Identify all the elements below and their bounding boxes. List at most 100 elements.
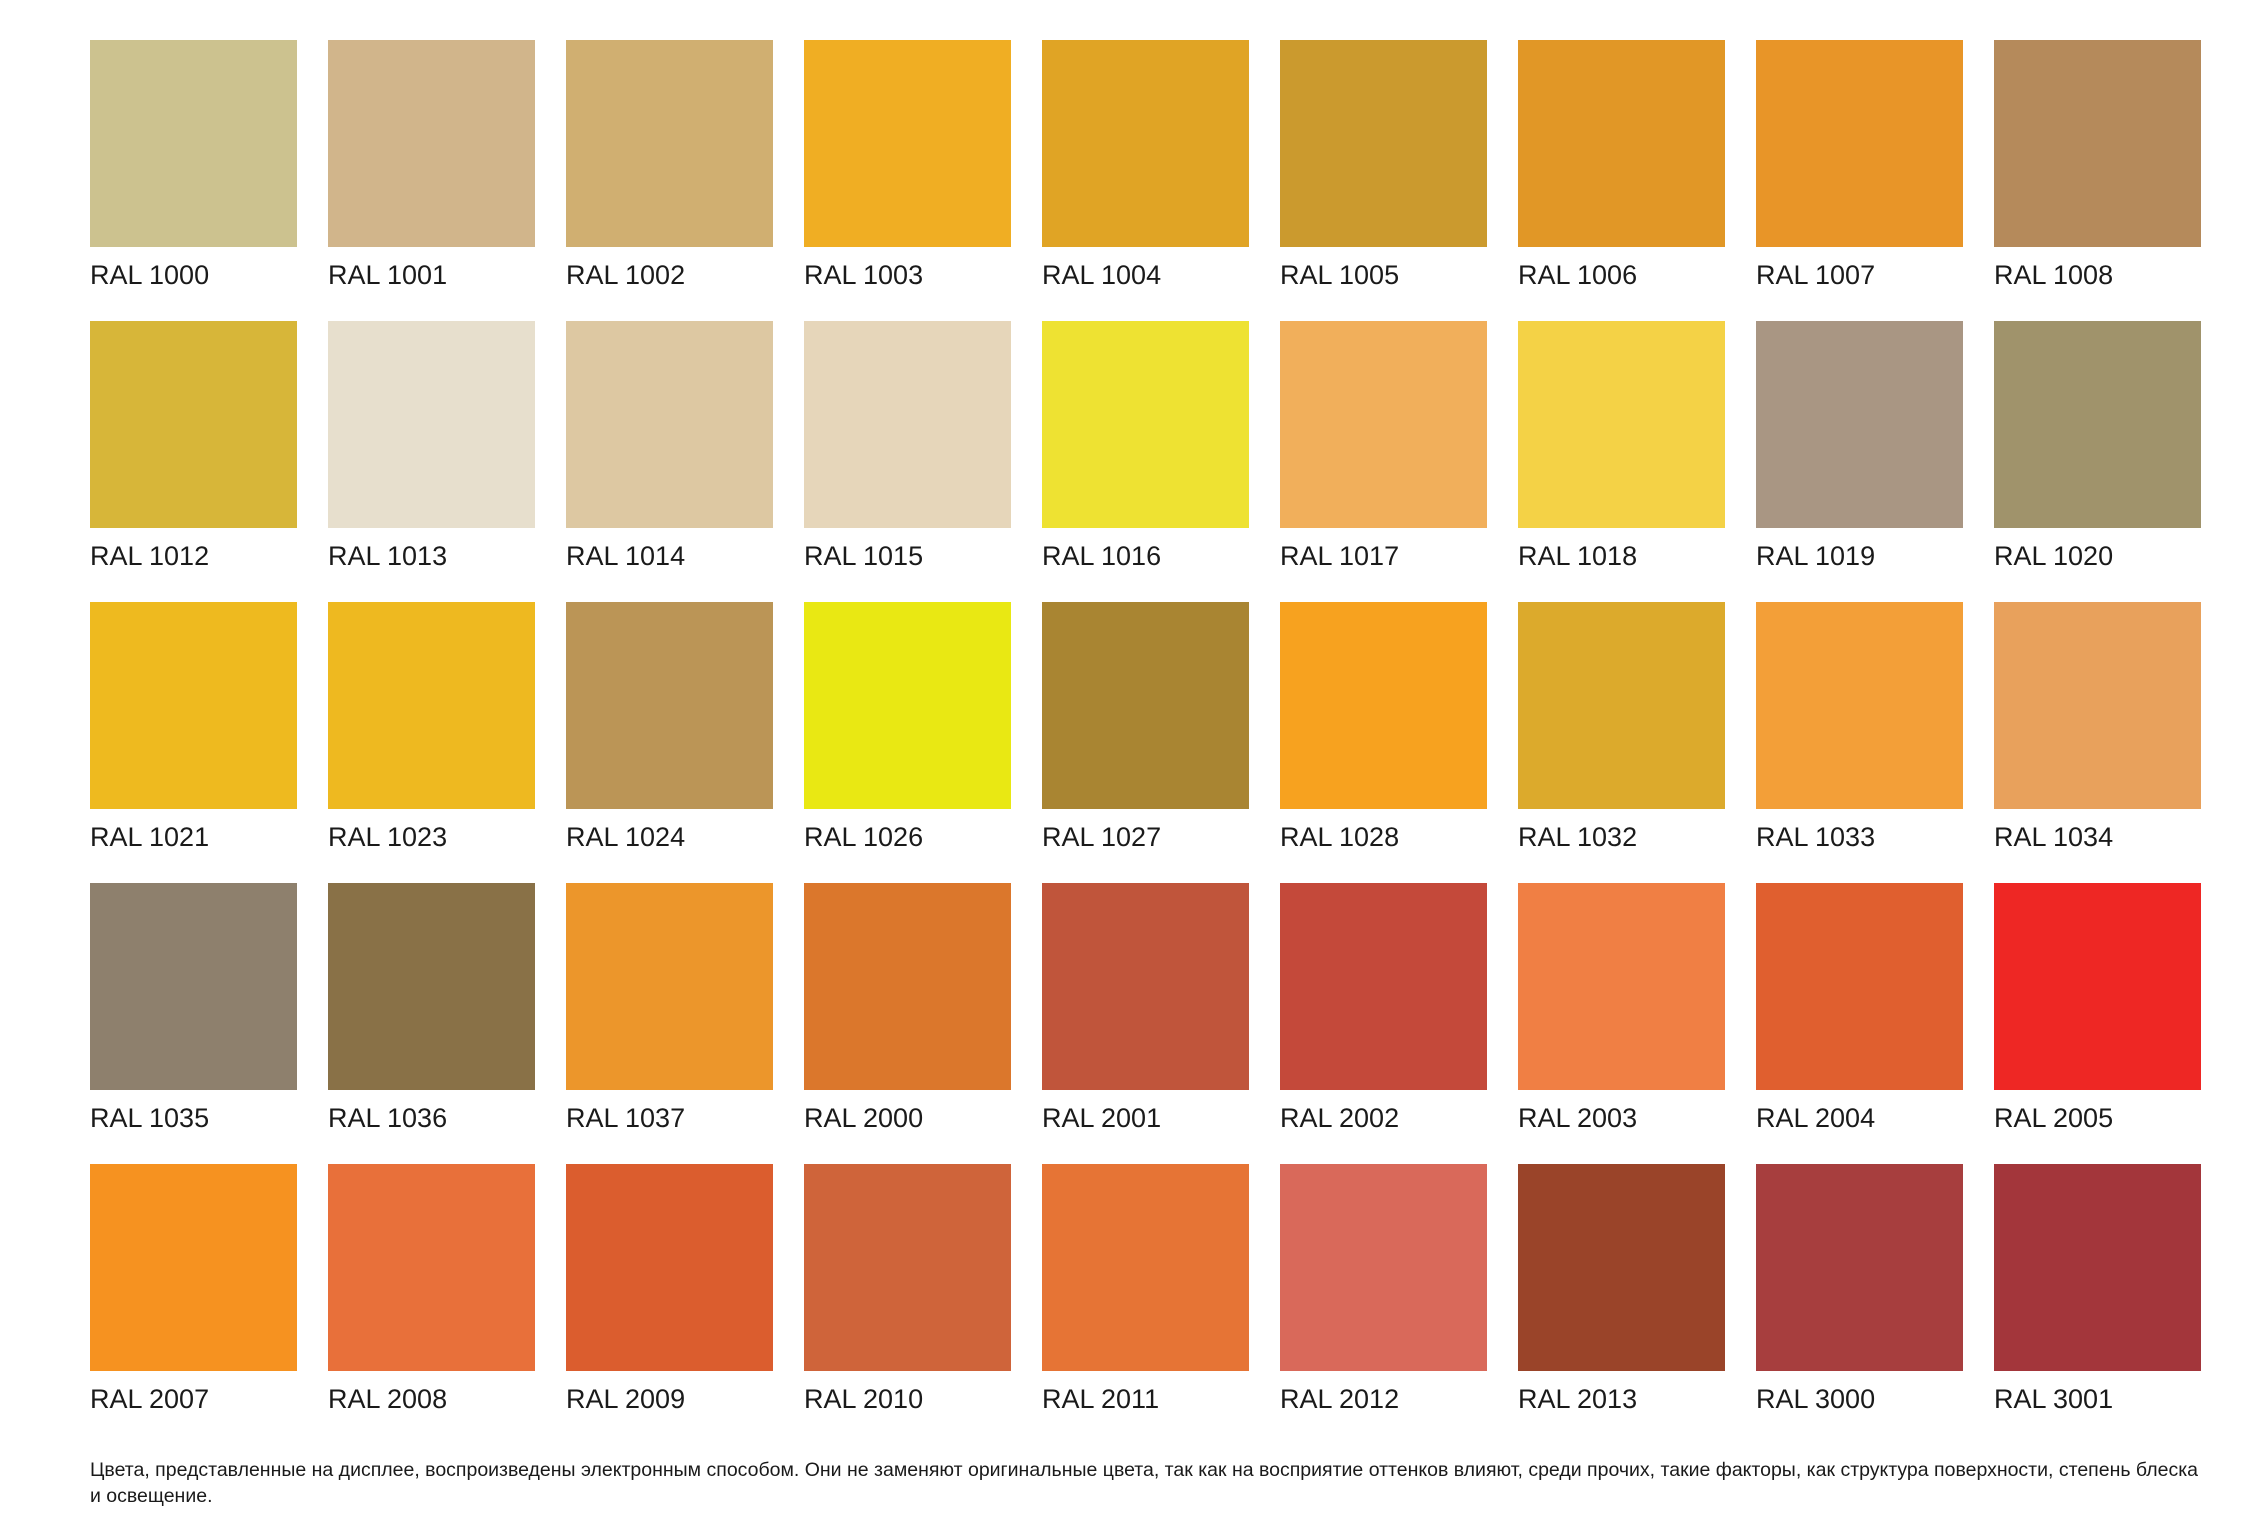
color-code-label: RAL 1002 <box>566 260 686 290</box>
color-swatch <box>1756 321 1963 528</box>
color-code-label: RAL 2000 <box>804 1103 924 1133</box>
color-swatch <box>804 321 1011 528</box>
color-swatch-item: RAL 1026 <box>804 602 1011 883</box>
color-swatch <box>566 321 773 528</box>
color-code-label: RAL 1024 <box>566 822 686 852</box>
color-code-label: RAL 1014 <box>566 541 686 571</box>
color-swatch <box>1280 1164 1487 1371</box>
color-swatch <box>1994 883 2201 1090</box>
color-swatch <box>1994 1164 2201 1371</box>
color-code-label: RAL 1017 <box>1280 541 1400 571</box>
color-swatch-item: RAL 2002 <box>1280 883 1487 1164</box>
color-code-label: RAL 1026 <box>804 822 924 852</box>
color-code-label: RAL 1016 <box>1042 541 1162 571</box>
color-swatch <box>1042 602 1249 809</box>
color-swatch-item: RAL 2003 <box>1518 883 1725 1164</box>
color-swatch <box>1042 321 1249 528</box>
color-code-label: RAL 1037 <box>566 1103 686 1133</box>
color-swatch-item: RAL 2013 <box>1518 1164 1725 1445</box>
color-swatch <box>1280 602 1487 809</box>
color-code-label: RAL 2013 <box>1518 1384 1638 1414</box>
color-swatch <box>90 883 297 1090</box>
color-swatch-item: RAL 1036 <box>328 883 535 1164</box>
color-swatch <box>1756 40 1963 247</box>
color-swatch <box>804 40 1011 247</box>
disclaimer-text: Цвета, представленные на дисплее, воспро… <box>90 1459 2198 1507</box>
color-code-label: RAL 1008 <box>1994 260 2114 290</box>
color-swatch <box>566 883 773 1090</box>
color-code-label: RAL 1004 <box>1042 260 1162 290</box>
color-swatch-item: RAL 1024 <box>566 602 773 883</box>
color-code-label: RAL 2005 <box>1994 1103 2114 1133</box>
color-swatch-item: RAL 2011 <box>1042 1164 1249 1445</box>
color-swatch-item: RAL 1015 <box>804 321 1011 602</box>
color-swatch-item: RAL 1001 <box>328 40 535 321</box>
color-swatch-item: RAL 1019 <box>1756 321 1963 602</box>
color-swatch <box>328 883 535 1090</box>
color-swatch <box>90 321 297 528</box>
color-swatch <box>90 40 297 247</box>
color-swatch <box>1756 602 1963 809</box>
color-swatch <box>1280 883 1487 1090</box>
color-swatch-item: RAL 1008 <box>1994 40 2201 321</box>
color-swatch-item: RAL 1016 <box>1042 321 1249 602</box>
color-swatch <box>90 602 297 809</box>
color-swatch <box>1518 602 1725 809</box>
color-swatch-item: RAL 1003 <box>804 40 1011 321</box>
color-swatch <box>1042 883 1249 1090</box>
color-swatch <box>804 1164 1011 1371</box>
color-swatch <box>1756 1164 1963 1371</box>
color-code-label: RAL 1013 <box>328 541 448 571</box>
color-swatch-item: RAL 1012 <box>90 321 297 602</box>
color-code-label: RAL 1035 <box>90 1103 210 1133</box>
color-code-label: RAL 2007 <box>90 1384 210 1414</box>
color-code-label: RAL 2011 <box>1042 1384 1160 1414</box>
color-code-label: RAL 1023 <box>328 822 448 852</box>
color-code-label: RAL 1019 <box>1756 541 1876 571</box>
color-swatch <box>1518 40 1725 247</box>
color-swatch-item: RAL 1032 <box>1518 602 1725 883</box>
color-code-label: RAL 2012 <box>1280 1384 1400 1414</box>
color-swatch <box>328 602 535 809</box>
color-swatch-item: RAL 1017 <box>1280 321 1487 602</box>
color-code-label: RAL 2010 <box>804 1384 924 1414</box>
color-swatch <box>1994 321 2201 528</box>
color-swatch <box>566 1164 773 1371</box>
color-swatch <box>90 1164 297 1371</box>
color-code-label: RAL 1015 <box>804 541 924 571</box>
color-swatch <box>1994 602 2201 809</box>
color-swatch-item: RAL 3000 <box>1756 1164 1963 1445</box>
color-swatch <box>328 1164 535 1371</box>
color-code-label: RAL 1001 <box>328 260 448 290</box>
color-code-label: RAL 1021 <box>90 822 210 852</box>
color-swatch-item: RAL 1021 <box>90 602 297 883</box>
color-swatch-item: RAL 1007 <box>1756 40 1963 321</box>
color-code-label: RAL 1034 <box>1994 822 2114 852</box>
color-swatch-item: RAL 1014 <box>566 321 773 602</box>
color-swatch-item: RAL 2007 <box>90 1164 297 1445</box>
color-swatch-item: RAL 2008 <box>328 1164 535 1445</box>
color-code-label: RAL 2004 <box>1756 1103 1876 1133</box>
color-code-label: RAL 1020 <box>1994 541 2114 571</box>
color-swatch-item: RAL 1013 <box>328 321 535 602</box>
color-swatch-item: RAL 1006 <box>1518 40 1725 321</box>
color-swatch-item: RAL 1005 <box>1280 40 1487 321</box>
color-swatch <box>328 40 535 247</box>
color-swatch-item: RAL 2010 <box>804 1164 1011 1445</box>
color-swatch <box>1518 321 1725 528</box>
color-code-label: RAL 1018 <box>1518 541 1638 571</box>
color-swatch-item: RAL 1037 <box>566 883 773 1164</box>
color-swatch-item: RAL 2000 <box>804 883 1011 1164</box>
color-swatch-item: RAL 3001 <box>1994 1164 2201 1445</box>
color-swatch <box>1280 321 1487 528</box>
color-code-label: RAL 1006 <box>1518 260 1638 290</box>
color-swatch-item: RAL 2009 <box>566 1164 773 1445</box>
color-code-label: RAL 1028 <box>1280 822 1400 852</box>
color-code-label: RAL 2009 <box>566 1384 686 1414</box>
color-swatch-item: RAL 1034 <box>1994 602 2201 883</box>
color-code-label: RAL 3000 <box>1756 1384 1876 1414</box>
color-swatch <box>1042 40 1249 247</box>
color-code-label: RAL 1012 <box>90 541 210 571</box>
color-swatch <box>566 602 773 809</box>
color-swatch-item: RAL 1033 <box>1756 602 1963 883</box>
